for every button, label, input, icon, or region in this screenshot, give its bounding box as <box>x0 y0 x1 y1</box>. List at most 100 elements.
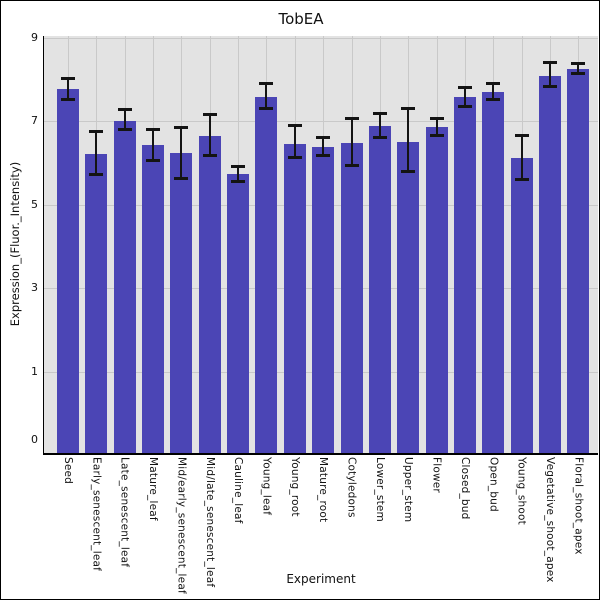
error-bar-cap <box>174 125 189 129</box>
error-bar-cap <box>486 82 501 86</box>
error-bar-cap <box>514 177 529 181</box>
bar-cauline-leaf <box>227 174 250 453</box>
error-bar-cap <box>486 98 501 102</box>
x-tick-label: Open_bud <box>487 457 500 512</box>
gridline-horizontal <box>44 121 598 123</box>
x-tick-label: Mature_root <box>317 457 330 523</box>
x-tick-label: Mid/late_senescent_leaf <box>203 457 216 588</box>
y-tick-label: 7 <box>31 114 38 128</box>
bar-young-leaf <box>255 97 278 453</box>
error-bar-cap <box>571 62 586 66</box>
bar-young-shoot <box>510 158 533 453</box>
error-bar-line <box>350 118 353 166</box>
bar-flower <box>425 127 448 453</box>
error-bar-line <box>180 127 183 179</box>
error-bar-cap <box>542 60 557 64</box>
error-bar-cap <box>287 156 302 160</box>
error-bar-line <box>123 109 126 130</box>
bar-mature-leaf <box>142 145 165 453</box>
error-bar-cap <box>259 107 274 111</box>
x-tick-label: Cauline_leaf <box>232 457 245 524</box>
error-bar-cap <box>259 82 274 86</box>
x-axis-label: Experiment <box>286 572 356 586</box>
error-bar-cap <box>372 135 387 139</box>
bar-mature-root <box>312 147 335 453</box>
error-bar-cap <box>231 165 246 169</box>
chart-title: TobEA <box>278 10 324 28</box>
y-tick-label: 9 <box>31 31 38 45</box>
bar-mid-early-senescent-leaf <box>170 152 193 453</box>
plot-panel <box>44 36 598 453</box>
x-tick-label: Late_senescent_leaf <box>118 457 131 568</box>
error-bar-line <box>492 83 495 100</box>
error-bar-cap <box>344 116 359 120</box>
error-bar-line <box>67 78 69 100</box>
bar-cotyledons <box>340 143 363 453</box>
bar-young-root <box>283 144 306 453</box>
x-tick-label: Mature_leaf <box>147 457 160 521</box>
bar-lower-stem <box>368 125 391 453</box>
error-bar-line <box>407 108 410 172</box>
error-bar-cap <box>202 113 217 117</box>
error-bar-cap <box>429 133 444 137</box>
bar-early-senescent-leaf <box>85 154 108 453</box>
error-bar-line <box>293 125 296 158</box>
error-bar-cap <box>89 172 104 176</box>
error-bar-cap <box>571 72 586 76</box>
x-tick-label: Young_leaf <box>260 457 273 516</box>
error-bar-cap <box>372 111 387 115</box>
error-bar-line <box>208 114 211 156</box>
x-tick-label: Closed_bud <box>458 457 471 520</box>
error-bar-line <box>463 87 466 107</box>
error-bar-cap <box>146 158 161 162</box>
error-bar-cap <box>316 153 331 157</box>
x-tick-label: Cotyledons <box>345 457 358 518</box>
x-tick-label: Flower <box>430 457 443 493</box>
error-bar-line <box>322 137 325 156</box>
error-bar-line <box>152 129 155 161</box>
error-bar-cap <box>174 177 189 181</box>
bar-mid-late-senescent-leaf <box>198 136 221 453</box>
error-bar-line <box>520 135 523 180</box>
error-bar-cap <box>117 108 132 112</box>
error-bar-line <box>577 63 580 74</box>
error-bar-cap <box>287 124 302 128</box>
error-bar-cap <box>429 117 444 121</box>
x-tick-label: Early_senescent_leaf <box>90 457 103 572</box>
x-tick-label: Floral_shoot_apex <box>572 457 585 555</box>
bar-floral-shoot-apex <box>567 68 590 453</box>
x-tick-label: Mid/early_senescent_leaf <box>175 457 188 594</box>
x-axis-line <box>43 453 598 455</box>
error-bar-line <box>548 62 551 87</box>
error-bar-cap <box>61 98 75 102</box>
error-bar-cap <box>146 127 161 131</box>
error-bar-cap <box>89 129 104 133</box>
x-tick-label: Upper_stem <box>402 457 415 523</box>
error-bar-cap <box>457 86 472 90</box>
bar-closed-bud <box>453 97 476 453</box>
error-bar-cap <box>401 170 416 174</box>
gridline-horizontal <box>44 38 598 40</box>
error-bar-cap <box>231 179 246 183</box>
bar-upper-stem <box>397 141 420 453</box>
error-bar-cap <box>457 104 472 108</box>
error-bar-cap <box>542 84 557 88</box>
y-tick-label-baseline: 0 <box>31 433 38 446</box>
error-bar-cap <box>344 163 359 167</box>
error-bar-cap <box>61 76 75 80</box>
error-bar-line <box>265 83 268 109</box>
error-bar-cap <box>117 127 132 131</box>
error-bar-cap <box>316 135 331 139</box>
y-axis-label: Expression_(Fluor._Intensity) <box>8 161 22 327</box>
x-tick-label: Young_root <box>288 457 301 517</box>
error-bar-line <box>95 131 98 175</box>
x-tick-label: Young_shoot <box>515 457 528 525</box>
y-tick-label: 5 <box>31 197 38 211</box>
y-tick-label: 3 <box>31 281 38 295</box>
bar-seed <box>57 88 79 453</box>
bar-open-bud <box>482 92 505 453</box>
error-bar-line <box>435 118 438 136</box>
y-axis-line <box>43 36 44 454</box>
error-bar-line <box>378 113 381 138</box>
